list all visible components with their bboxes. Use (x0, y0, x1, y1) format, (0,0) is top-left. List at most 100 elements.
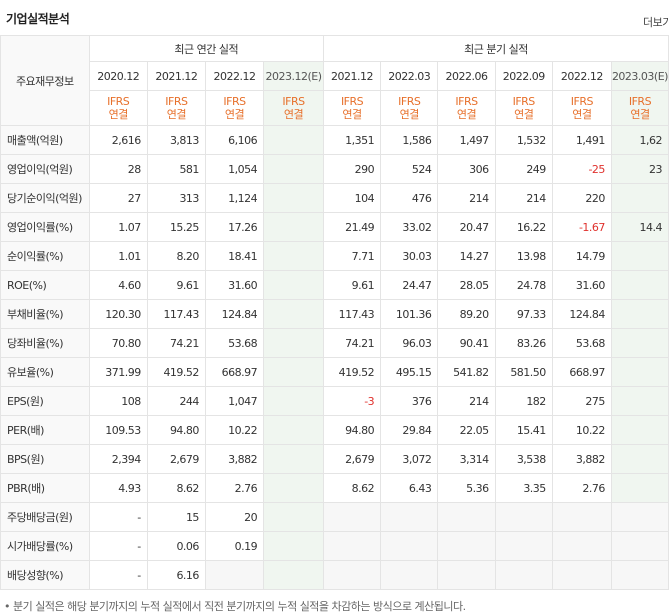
table-cell: 10.22 (204, 415, 265, 445)
table-cell: 3,072 (380, 444, 439, 474)
section-header: 기업실적분석 더보기 (0, 0, 669, 34)
table-cell: 220 (551, 183, 612, 213)
ifrs-label: IFRS 연결 (322, 90, 382, 126)
table-cell: 668.97 (551, 357, 612, 387)
table-row: 유보율(%) 371.99 419.52 668.97 419.52 495.15 541.… (0, 357, 669, 387)
table-cell: 8.62 (322, 473, 382, 503)
table-cell (494, 531, 553, 561)
ifrs-label: IFRS 연결 (263, 90, 324, 126)
table-cell: 104 (322, 183, 382, 213)
table-cell: 22.05 (437, 415, 496, 445)
table-cell (380, 531, 439, 561)
table-cell: 1,054 (204, 154, 265, 184)
ifrs-row: IFRS 연결 IFRS 연결 IFRS 연결 IFRS 연결 IFRS 연결 IFRS 연결 IFRS… (1, 90, 669, 126)
table-cell: 117.43 (146, 299, 206, 329)
more-link[interactable]: 더보기 (643, 16, 669, 29)
table-cell: 524 (380, 154, 439, 184)
ifrs-top: IFRS (398, 95, 421, 108)
period-header: 2023.12(E) (263, 61, 324, 91)
row-label: PBR(배) (0, 473, 90, 503)
table-cell: 214 (437, 386, 496, 416)
table-cell: 306 (437, 154, 496, 184)
table-cell: 90.41 (437, 328, 496, 358)
table-cell: 89.20 (437, 299, 496, 329)
table-cell: 313 (146, 183, 206, 213)
table-cell (610, 502, 669, 532)
table-cell (263, 444, 324, 474)
ifrs-top: IFRS (512, 95, 536, 108)
table-cell (610, 560, 669, 590)
table-cell (263, 328, 324, 358)
table-cell: 97.33 (494, 299, 553, 329)
table-cell: 3,314 (437, 444, 496, 474)
ifrs-bottom: 연결 (514, 108, 534, 121)
ifrs-bottom: 연결 (399, 108, 420, 121)
table-cell: 9.61 (146, 270, 206, 300)
table-cell: 28 (88, 154, 148, 184)
ifrs-top: IFRS (282, 95, 305, 108)
table-cell (263, 183, 324, 213)
table-cell: 27 (88, 183, 148, 213)
table-cell: 1,497 (437, 125, 496, 155)
table-cell: 30.03 (380, 241, 439, 271)
period-header: 2022.12 (204, 61, 265, 91)
table-cell: 5.36 (437, 473, 496, 503)
table-cell: 17.26 (204, 212, 265, 242)
footnote: • 분기 실적은 해당 분기까지의 누적 실적에서 직전 분기까지의 누적 실적… (4, 600, 466, 613)
ifrs-bottom: 연결 (630, 108, 650, 121)
table-cell (263, 241, 324, 271)
table-cell: 214 (494, 183, 553, 213)
ifrs-bottom: 연결 (108, 108, 129, 121)
table-cell: 2,679 (322, 444, 382, 474)
table-cell: 2,616 (88, 125, 148, 155)
table-cell (263, 154, 324, 184)
table-cell: 476 (380, 183, 439, 213)
table-cell (263, 473, 324, 503)
section-title: 기업실적분석 (6, 12, 70, 26)
table-cell: 3.35 (494, 473, 553, 503)
table-cell: 94.80 (146, 415, 206, 445)
table-row: PBR(배) 4.93 8.62 2.76 8.62 6.43 5.36 3.35 2.76 (0, 473, 669, 503)
period-header: 2020.12 (88, 61, 148, 91)
period-header: 2022.06 (437, 61, 496, 91)
table-body: 주요재무정보 최근 연간 실적 최근 분기 실적 2020.12 2021.12 2022… (0, 35, 669, 590)
row-label: 배당성향(%) (0, 560, 90, 590)
quarterly-group-header: 최근 분기 실적 (322, 35, 669, 62)
table-cell: 419.52 (146, 357, 206, 387)
table-cell (610, 183, 669, 213)
table-cell: 2.76 (204, 473, 265, 503)
table-cell: 117.43 (322, 299, 382, 329)
table-cell: 1.07 (88, 212, 148, 242)
table-cell (610, 299, 669, 329)
table-cell: 495.15 (380, 357, 439, 387)
table-cell (437, 531, 496, 561)
table-cell: 6,106 (204, 125, 265, 155)
row-label: BPS(원) (0, 444, 90, 474)
table-cell (610, 241, 669, 271)
table-cell (610, 357, 669, 387)
table-cell (263, 560, 324, 590)
table-cell: 109.53 (88, 415, 148, 445)
table-row: BPS(원) 2,394 2,679 3,882 2,679 3,072 3,314 3,53… (0, 444, 669, 474)
table-cell: 101.36 (380, 299, 439, 329)
table-cell (263, 531, 324, 561)
table-cell (263, 502, 324, 532)
ifrs-bottom: 연결 (166, 108, 187, 121)
table-cell: 53.68 (204, 328, 265, 358)
ifrs-top: IFRS (223, 95, 246, 108)
ifrs-top: IFRS (455, 95, 478, 108)
table-cell: 96.03 (380, 328, 439, 358)
table-cell (322, 502, 382, 532)
period-row: 2020.12 2021.12 2022.12 2023.12(E) 2021.12 20… (1, 61, 669, 91)
row-label: 순이익률(%) (0, 241, 90, 271)
ifrs-label: IFRS 연결 (551, 90, 612, 126)
table-cell: 6.16 (146, 560, 206, 590)
table-cell (610, 473, 669, 503)
table-row: 당기순이익(억원) 27 313 1,124 104 476 214 214 220 (0, 183, 669, 213)
table-cell (380, 560, 439, 590)
row-label: 영업이익률(%) (0, 212, 90, 242)
row-label: EPS(원) (0, 386, 90, 416)
table-cell (263, 415, 324, 445)
table-cell: 31.60 (551, 270, 612, 300)
table-cell: - (88, 531, 148, 561)
